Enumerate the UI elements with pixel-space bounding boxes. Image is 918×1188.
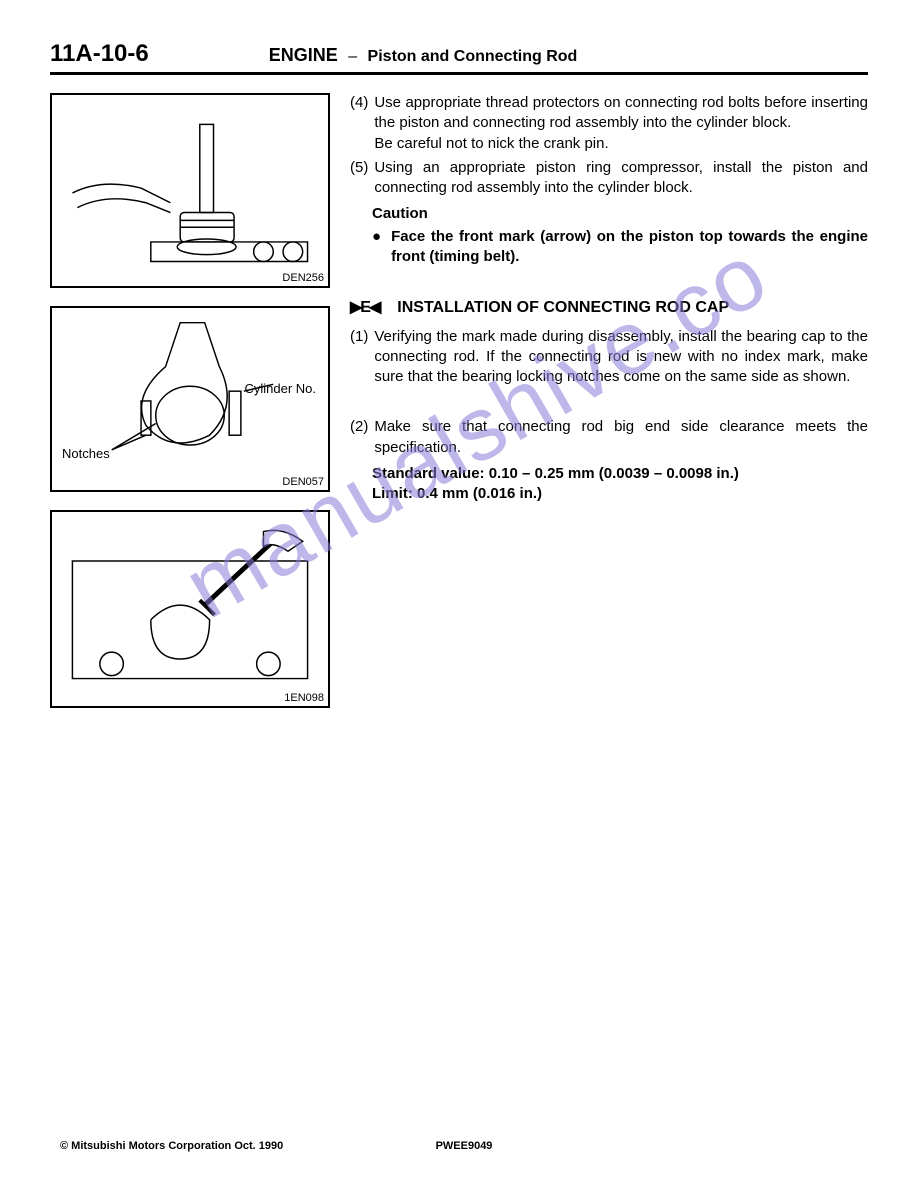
header-dash: – xyxy=(348,48,361,65)
step-4-text-line2: Be careful not to nick the crank pin. xyxy=(374,135,608,152)
figure-clearance-check: 1EN098 xyxy=(50,510,330,708)
step-e1-text: Verifying the mark made during disassemb… xyxy=(374,327,868,388)
figure1-illustration xyxy=(52,95,328,286)
figure2-id: DEN057 xyxy=(282,476,324,488)
step-e2-number: (2) xyxy=(350,417,368,458)
step-5-number: (5) xyxy=(350,158,368,199)
caution-label: Caution xyxy=(372,204,868,224)
figure1-id: DEN256 xyxy=(282,272,324,284)
step-4-text-line1: Use appropriate thread protectors on con… xyxy=(374,94,868,131)
page-header: 11A-10-6 ENGINE – Piston and Connecting … xyxy=(50,40,868,75)
figure3-id: 1EN098 xyxy=(284,692,324,704)
spec-standard: Standard value: 0.10 – 0.25 mm (0.0039 –… xyxy=(372,464,868,484)
step-4-number: (4) xyxy=(350,93,368,154)
section-marker-icon: ▶E◀ xyxy=(350,297,379,319)
step-e1-number: (1) xyxy=(350,327,368,388)
caution-bullet-text: Face the front mark (arrow) on the pisto… xyxy=(391,227,868,268)
step-5: (5) Using an appropriate piston ring com… xyxy=(350,158,868,199)
step-4: (4) Use appropriate thread protectors on… xyxy=(350,93,868,154)
copyright-text: © Mitsubishi Motors Corporation Oct. 199… xyxy=(60,1140,283,1152)
spec-limit: Limit: 0.4 mm (0.016 in.) xyxy=(372,484,868,504)
page-footer: © Mitsubishi Motors Corporation Oct. 199… xyxy=(60,1140,868,1152)
header-subtitle: Piston and Connecting Rod xyxy=(368,48,578,65)
specification-block: Standard value: 0.10 – 0.25 mm (0.0039 –… xyxy=(372,464,868,505)
step-5-text: Using an appropriate piston ring compres… xyxy=(374,158,868,199)
caution-block: Caution ● Face the front mark (arrow) on… xyxy=(372,204,868,267)
header-title: ENGINE xyxy=(269,45,338,65)
section-heading: INSTALLATION OF CONNECTING ROD CAP xyxy=(397,297,729,319)
figure2-label-cylinder: Cylinder No. xyxy=(244,381,316,396)
section-e2: (2) Make sure that connecting rod big en… xyxy=(350,417,868,504)
step-e1: (1) Verifying the mark made during disas… xyxy=(350,327,868,388)
page-number: 11A-10-6 xyxy=(50,40,149,68)
figure-piston-install: DEN256 xyxy=(50,93,330,288)
figure2-label-notches: Notches xyxy=(62,446,110,461)
step-4-text: Use appropriate thread protectors on con… xyxy=(374,93,868,154)
step-e2-text: Make sure that connecting rod big end si… xyxy=(374,417,868,458)
bullet-icon: ● xyxy=(372,227,381,268)
figures-column: DEN256 Cylinder No. Notches DEN057 xyxy=(50,93,330,726)
text-column: (4) Use appropriate thread protectors on… xyxy=(350,93,868,726)
figure-connecting-rod-cap: Cylinder No. Notches DEN057 xyxy=(50,306,330,492)
caution-bullet-row: ● Face the front mark (arrow) on the pis… xyxy=(372,227,868,268)
document-code: PWEE9049 xyxy=(436,1140,493,1152)
header-title-group: ENGINE – Piston and Connecting Rod xyxy=(269,45,578,66)
step-e2: (2) Make sure that connecting rod big en… xyxy=(350,417,868,458)
figure3-illustration xyxy=(52,512,328,706)
figure2-illustration xyxy=(52,308,328,490)
content-area: DEN256 Cylinder No. Notches DEN057 xyxy=(50,93,868,726)
section-heading-row: ▶E◀ INSTALLATION OF CONNECTING ROD CAP xyxy=(350,297,868,319)
